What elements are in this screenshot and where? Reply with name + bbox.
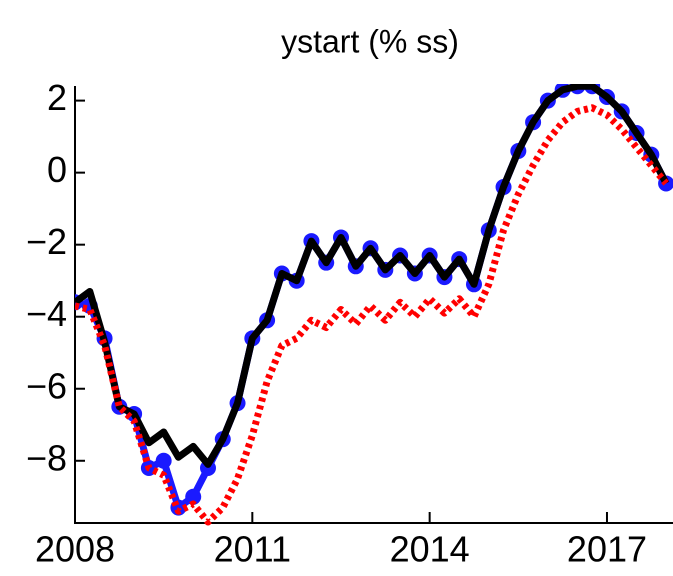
y-tick-label: −8 (26, 437, 67, 478)
x-tick-label: 2014 (390, 529, 470, 570)
x-tick-label: 2017 (567, 529, 647, 570)
series-line (75, 84, 670, 468)
y-tick-label: 0 (47, 149, 67, 190)
y-tick-label: −2 (26, 221, 67, 262)
series-dot (185, 488, 202, 505)
series-line (75, 84, 670, 512)
chart-title: ystart (% ss) (281, 23, 459, 59)
x-tick-label: 2011 (214, 529, 291, 570)
y-tick-label: −6 (26, 365, 67, 406)
plot-area (75, 84, 673, 526)
x-tick-label: 2008 (35, 529, 115, 570)
series-dot (155, 452, 172, 469)
y-tick-label: −4 (26, 293, 67, 334)
y-tick-label: 2 (47, 77, 67, 118)
